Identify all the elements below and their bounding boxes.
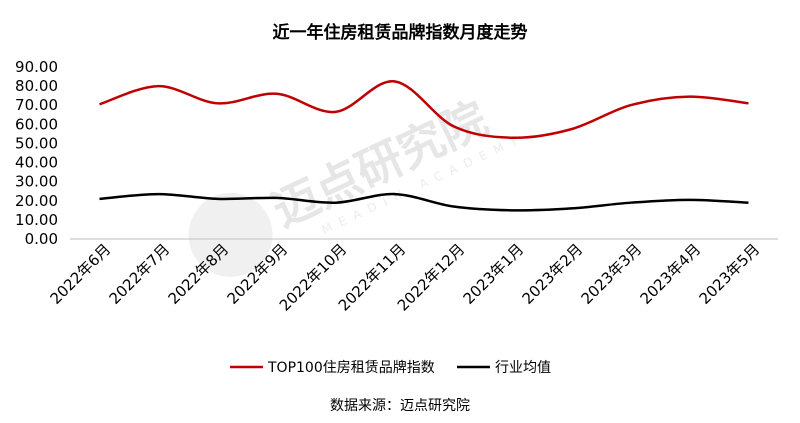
x-tick-label: 2022年7月	[106, 240, 174, 308]
y-tick-label: 30.00	[15, 173, 58, 191]
y-tick-label: 80.00	[15, 77, 58, 95]
y-tick-label: 50.00	[15, 134, 58, 152]
x-tick-label: 2023年5月	[696, 240, 764, 308]
chart-title: 近一年住房租赁品牌指数月度走势	[273, 22, 528, 43]
x-axis-ticks: 2022年6月2022年7月2022年8月2022年9月2022年10月2022…	[47, 240, 764, 314]
y-tick-label: 0.00	[25, 230, 58, 248]
y-tick-label: 90.00	[15, 58, 58, 76]
series-line-2	[99, 192, 749, 212]
x-tick-label: 2023年4月	[637, 240, 705, 308]
x-tick-label: 2022年6月	[47, 240, 115, 308]
y-tick-label: 60.00	[15, 115, 58, 133]
x-tick-label: 2023年2月	[519, 240, 587, 308]
watermark-logo	[188, 192, 273, 277]
y-tick-label: 40.00	[15, 154, 58, 172]
data-source: 数据来源：迈点研究院	[330, 398, 470, 414]
y-tick-label: 10.00	[15, 211, 58, 229]
y-tick-label: 20.00	[15, 192, 58, 210]
series-lines	[99, 80, 749, 212]
series-line-1	[99, 80, 749, 139]
legend-label-series-2: 行业均值	[495, 360, 551, 376]
y-tick-label: 70.00	[15, 96, 58, 114]
x-tick-label: 2023年1月	[460, 240, 528, 308]
x-tick-label: 2023年3月	[578, 240, 646, 308]
legend-label-series-1: TOP100住房租赁品牌指数	[267, 359, 435, 376]
legend: TOP100住房租赁品牌指数 行业均值	[230, 359, 551, 376]
